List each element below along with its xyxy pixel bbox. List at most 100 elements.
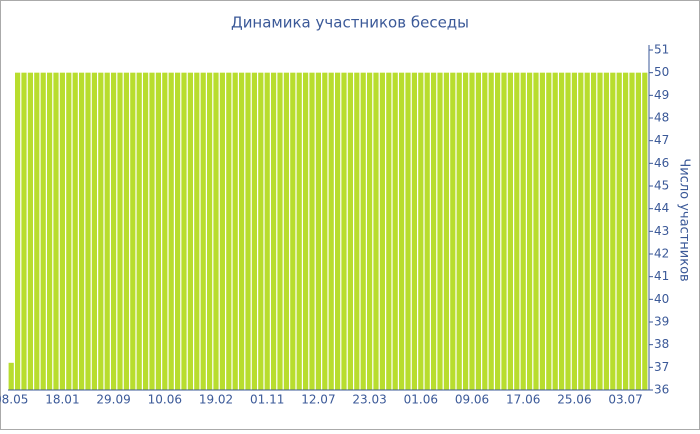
x-tick-label: 17.06 (506, 393, 540, 407)
bar (635, 72, 641, 391)
bar (507, 72, 513, 391)
bar (411, 72, 417, 391)
bar (207, 72, 213, 391)
y-tick-label: 41 (654, 269, 669, 283)
bar (578, 72, 584, 391)
bar (482, 72, 488, 391)
bar (136, 72, 142, 391)
bar (399, 72, 405, 391)
bar (271, 72, 277, 391)
bar (546, 72, 552, 391)
bar (431, 72, 437, 391)
y-tick-label: 39 (654, 315, 669, 329)
bar (34, 72, 40, 391)
bar (98, 72, 104, 391)
bar (239, 72, 245, 391)
bar (520, 72, 526, 391)
x-tick-label: 10.06 (148, 393, 182, 407)
bar (379, 72, 385, 391)
bar (552, 72, 558, 391)
chart-title: Динамика участников беседы (231, 14, 469, 32)
bar (155, 72, 161, 391)
y-tick-label: 36 (654, 383, 669, 397)
bar (66, 72, 72, 391)
bar (354, 72, 360, 391)
y-tick-label: 38 (654, 337, 669, 351)
bar (335, 72, 341, 391)
bar (47, 72, 53, 391)
bar (642, 72, 648, 391)
bar (175, 72, 181, 391)
bar (85, 72, 91, 391)
bar (79, 72, 85, 391)
y-tick-label: 42 (654, 247, 669, 261)
bar (162, 72, 168, 391)
bar (40, 72, 46, 391)
bar (405, 72, 411, 391)
bar (623, 72, 629, 391)
bar (539, 72, 545, 391)
bar (488, 72, 494, 391)
bar (495, 72, 501, 391)
y-tick-label: 49 (654, 88, 669, 102)
bar (450, 72, 456, 391)
bar (15, 72, 21, 391)
bar (341, 72, 347, 391)
y-tick-label: 45 (654, 179, 669, 193)
bar (591, 72, 597, 391)
y-axis-label: Число участников (677, 158, 692, 281)
x-tick-label: 08.05 (0, 393, 28, 407)
bar (194, 72, 200, 391)
bar (72, 72, 78, 391)
x-tick-label: 23.03 (352, 393, 386, 407)
bar (456, 72, 462, 391)
y-tick-label: 43 (654, 224, 669, 238)
bar (104, 72, 110, 391)
bar (475, 72, 481, 391)
bar (315, 72, 321, 391)
bar (418, 72, 424, 391)
bar (443, 72, 449, 391)
bar (91, 72, 97, 391)
y-tick-label: 48 (654, 111, 669, 125)
bar (303, 72, 309, 391)
bar (251, 72, 257, 391)
bar (232, 72, 238, 391)
x-tick-label: 19.02 (199, 393, 233, 407)
bar (469, 72, 475, 391)
y-tick-label: 46 (654, 156, 669, 170)
bar (290, 72, 296, 391)
y-tick-label: 50 (654, 65, 669, 79)
y-tick-label: 37 (654, 360, 669, 374)
bar (597, 72, 603, 391)
bar (245, 72, 251, 391)
x-tick-label: 12.07 (301, 393, 335, 407)
x-tick-label: 01.11 (250, 393, 284, 407)
y-tick-label: 51 (654, 43, 669, 57)
bar (21, 72, 27, 391)
bar (360, 72, 366, 391)
bar (213, 72, 219, 391)
x-tick-label: 25.06 (557, 393, 591, 407)
bar (424, 72, 430, 391)
bar (328, 72, 334, 391)
bar (181, 72, 187, 391)
bar (264, 72, 270, 391)
bar (616, 72, 622, 391)
bar (322, 72, 328, 391)
bar (219, 72, 225, 391)
bar (296, 72, 302, 391)
bar (283, 72, 289, 391)
bar (584, 72, 590, 391)
bar (559, 72, 565, 391)
bar (347, 72, 353, 391)
bar (258, 72, 264, 391)
bar (571, 72, 577, 391)
bar (277, 72, 283, 391)
y-tick-label: 47 (654, 133, 669, 147)
bar (226, 72, 232, 391)
bar (463, 72, 469, 391)
bar (143, 72, 149, 391)
bar (117, 72, 123, 391)
